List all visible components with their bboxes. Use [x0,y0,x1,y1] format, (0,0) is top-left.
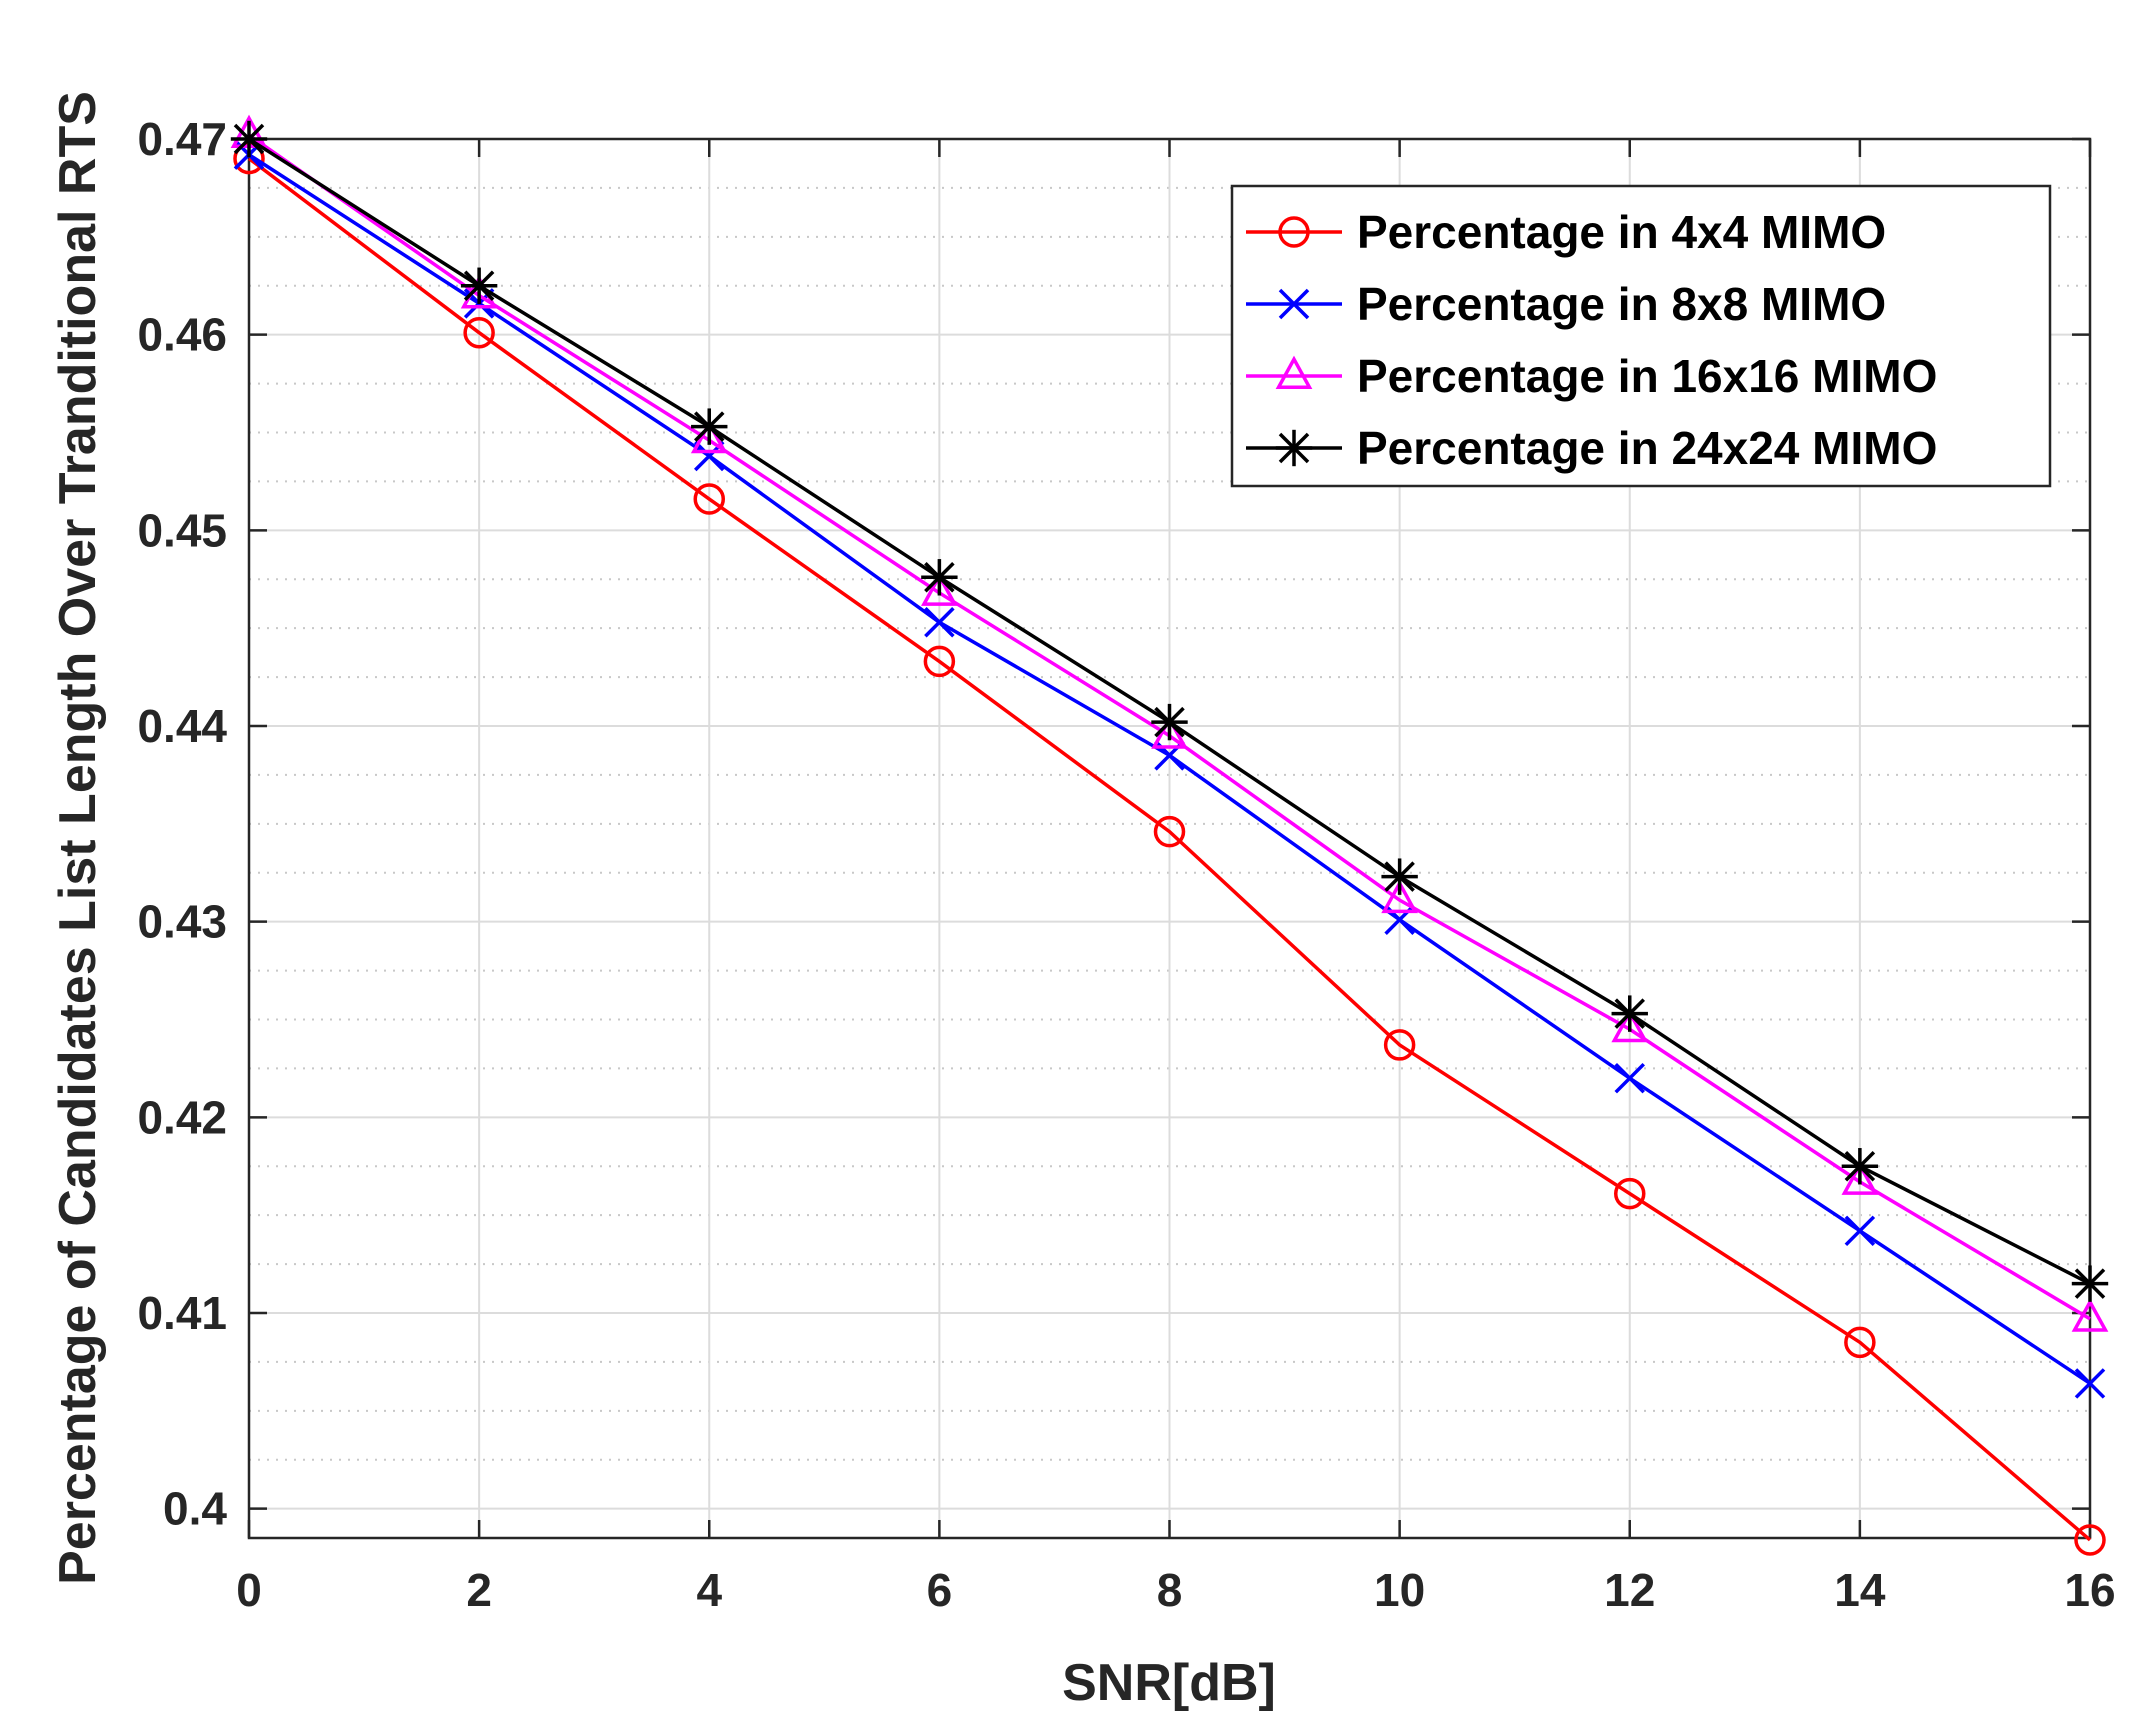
legend-marker [1275,429,1313,467]
legend-item: Percentage in 8x8 MIMO [1246,278,1886,330]
legend-box [1230,184,2052,488]
x-tick-label: 8 [1157,1564,1183,1616]
data-point [1611,995,1648,1032]
data-point [923,645,956,678]
legend: Percentage in 4x4 MIMO Percentage in 8x8 … [1230,184,2052,488]
x-tick-label: 0 [236,1564,262,1616]
data-point [1381,858,1418,895]
x-tick-label: 2 [466,1564,492,1616]
y-tick-label: 0.47 [137,113,227,165]
x-tick-label: 6 [927,1564,953,1616]
data-point [1151,715,1188,749]
data-point [1841,1161,1879,1195]
data-point [1381,879,1418,914]
data-point [1153,815,1186,848]
legend-marker [1278,216,1310,248]
data-point [2071,1298,2109,1332]
data-point [1841,1148,1879,1185]
data-point [1611,1008,1649,1043]
data-point [1844,1326,1876,1359]
y-tick-label: 0.45 [137,504,227,556]
y-axis-label: Percentage of Candidates List Length Ove… [49,91,107,1585]
legend-marker [1275,355,1313,389]
data-point [1614,1062,1645,1094]
series-4 [230,120,2109,1302]
legend-item: Percentage in 4x4 MIMO [1246,206,1886,258]
legend-item: Percentage in 16x16 MIMO [1246,350,1937,402]
series-line [247,157,2092,1542]
data-point [1614,1177,1646,1210]
data-point [921,559,958,596]
y-tick-label: 0.42 [137,1091,227,1143]
y-tick-label: 0.4 [163,1483,227,1535]
legend-marker [1278,288,1310,320]
y-tick-label: 0.41 [137,1287,227,1339]
axes: 0 2 4 6 8 10 12 14 16 0.4 0.41 0.42 0.43 0.44 0.45 0.46… [137,113,2115,1616]
data-point [690,419,728,454]
y-tick-label: 0.46 [137,309,227,361]
x-tick-label: 14 [1834,1564,1886,1616]
data-point [230,120,268,158]
legend-label: Percentage in 8x8 MIMO [1357,278,1886,330]
series-1 [233,142,2106,1556]
y-tick-label: 0.44 [137,700,227,752]
data-point [693,483,725,515]
x-tick-label: 12 [1604,1564,1655,1616]
data-point [691,408,728,445]
x-tick-label: 16 [2064,1564,2115,1616]
data-point [1383,1029,1416,1061]
x-tick-label: 10 [1374,1564,1425,1616]
legend-label: Percentage in 4x4 MIMO [1357,206,1886,258]
data-point [460,267,498,304]
legend-label: Percentage in 16x16 MIMO [1357,350,1937,402]
data-point [2074,1368,2106,1399]
x-axis-label: SNR[dB] [1062,1654,1276,1712]
series-lines [230,114,2109,1556]
x-tick-label: 4 [696,1564,722,1616]
y-tick-label: 0.43 [137,896,227,948]
data-point [2071,1265,2109,1302]
data-point [2074,1524,2106,1556]
data-point [1151,703,1188,741]
data-point [921,572,958,606]
legend-item: Percentage in 24x24 MIMO [1246,422,1937,474]
data-point [924,607,955,638]
legend-label: Percentage in 24x24 MIMO [1357,422,1937,474]
data-point [1844,1215,1876,1247]
data-point [463,316,495,349]
